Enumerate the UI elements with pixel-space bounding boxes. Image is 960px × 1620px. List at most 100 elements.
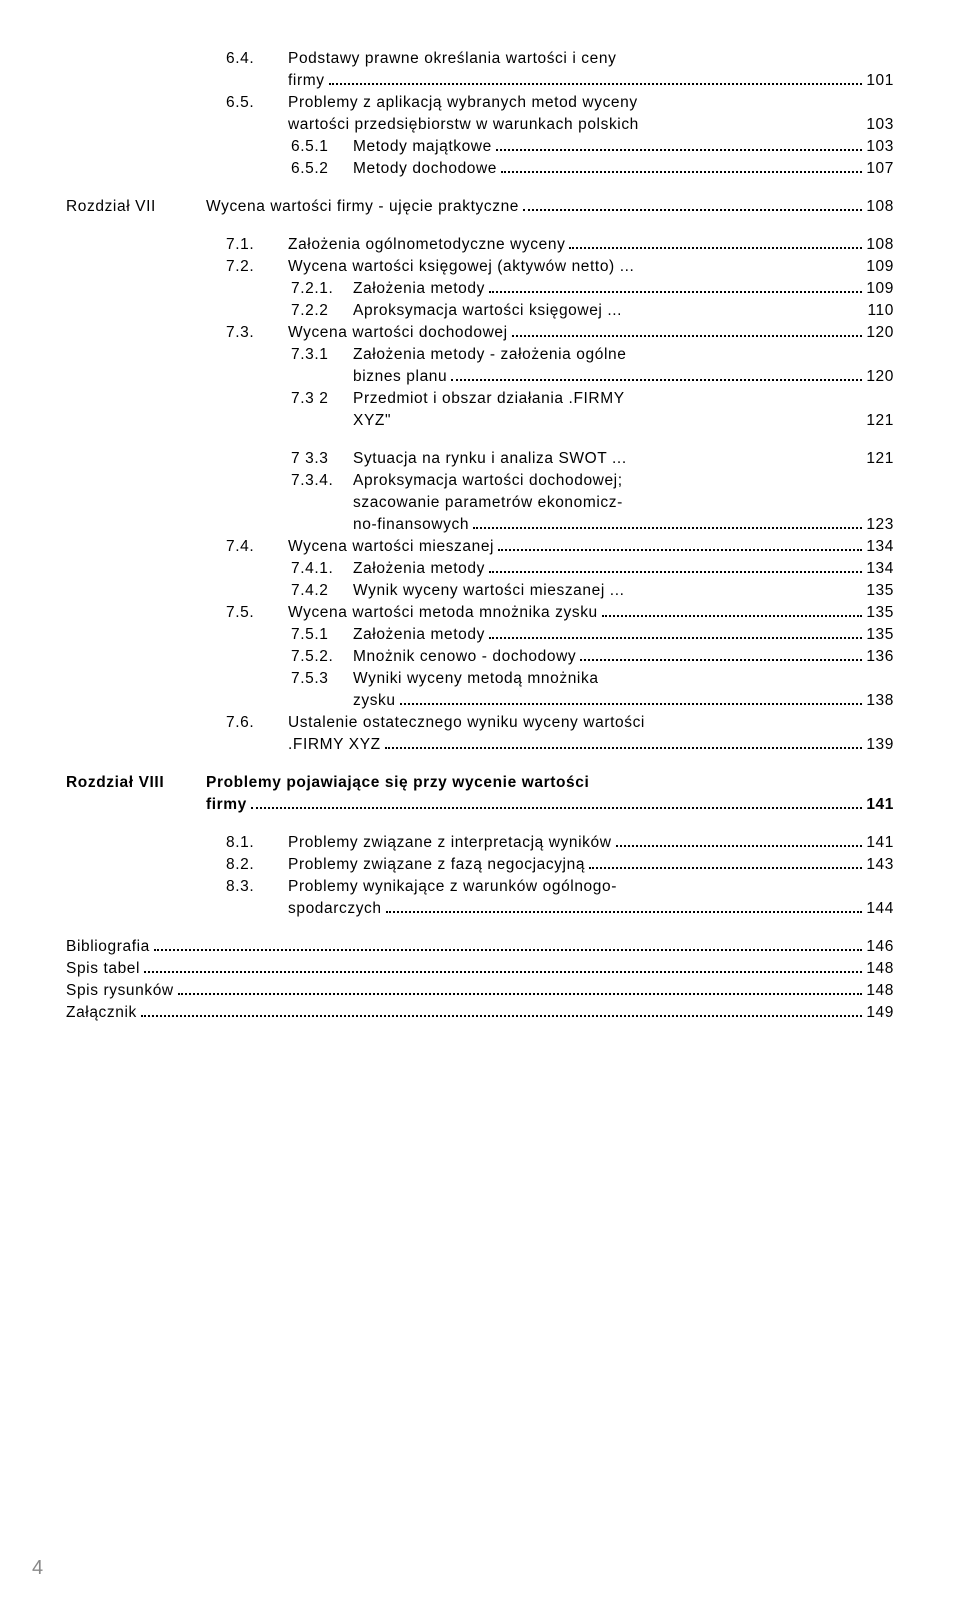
toc-title: Problemy wynikające z warunków ogólnogo- — [288, 878, 617, 896]
toc-line: 7.2.Wycena wartości księgowej (aktywów n… — [66, 258, 894, 276]
toc-title: Podstawy prawne określania wartości i ce… — [288, 50, 616, 68]
toc-page: 135 — [866, 582, 894, 600]
toc-page: 148 — [866, 982, 894, 1000]
toc-title: Załącznik — [66, 1004, 137, 1022]
toc-title: Aproksymacja wartości dochodowej; — [353, 472, 623, 490]
toc-page: 149 — [866, 1004, 894, 1022]
toc-line: 7.5.Wycena wartości metoda mnożnika zysk… — [66, 604, 894, 622]
toc-number: 6.5.1 — [291, 138, 353, 156]
toc-page: 103 — [866, 138, 894, 156]
toc-number: 7.2.1. — [291, 280, 353, 298]
toc-title: Wynik wyceny wartości mieszanej ... — [353, 582, 625, 600]
toc-page: 120 — [866, 368, 894, 386]
toc-number: 6.5.2 — [291, 160, 353, 178]
toc-number: 7.5.3 — [291, 670, 353, 688]
toc-title: Założenia metody - założenia ogólne — [353, 346, 626, 364]
toc-line: 6.5.1Metody majątkowe 103 — [66, 138, 894, 156]
toc-line: Załącznik 149 — [66, 1004, 894, 1022]
toc-title: XYZ" — [353, 412, 391, 430]
toc-title: Spis tabel — [66, 960, 140, 978]
toc-line: 7.4.1.Założenia metody134 — [66, 560, 894, 578]
toc-title: Wyniki wyceny metodą mnożnika — [353, 670, 599, 688]
toc-page: 121 — [866, 450, 894, 468]
toc-line: 7.3.Wycena wartości dochodowej120 — [66, 324, 894, 342]
toc-line: Rozdział VIIIProblemy pojawiające się pr… — [66, 774, 894, 792]
toc-title: firmy — [288, 72, 325, 90]
toc-number: 7.4.2 — [291, 582, 353, 600]
toc-number: Rozdział VII — [66, 198, 206, 216]
toc-title: Założenia metody — [353, 626, 485, 644]
toc-line: firmy 141 — [66, 796, 894, 814]
toc-number: 8.1. — [226, 834, 288, 852]
table-of-contents: 6.4.Podstawy prawne określania wartości … — [66, 50, 894, 1022]
toc-line: no-finansowych 123 — [66, 516, 894, 534]
toc-page: 135 — [866, 626, 894, 644]
toc-title: .FIRMY XYZ — [288, 736, 381, 754]
toc-title: Wycena wartości dochodowej — [288, 324, 508, 342]
toc-page: 121 — [866, 412, 894, 430]
toc-title: Metody majątkowe — [353, 138, 492, 156]
toc-line: 7.3.1Założenia metody - założenia ogólne — [66, 346, 894, 364]
toc-number: 7.6. — [226, 714, 288, 732]
toc-line: 7.4.Wycena wartości mieszanej134 — [66, 538, 894, 556]
toc-line: 7.5.1Założenia metody 135 — [66, 626, 894, 644]
toc-page: 109 — [866, 280, 894, 298]
toc-line: 7.2.1.Założenia metody 109 — [66, 280, 894, 298]
toc-page: 141 — [866, 834, 894, 852]
toc-number: 6.5. — [226, 94, 288, 112]
toc-page: 108 — [866, 198, 894, 216]
toc-line: 8.2.Problemy związane z fazą negocjacyjn… — [66, 856, 894, 874]
toc-line: szacowanie parametrów ekonomicz- — [66, 494, 894, 512]
toc-line: Bibliografia146 — [66, 938, 894, 956]
toc-number: 7.3.4. — [291, 472, 353, 490]
toc-line: 7.3.4.Aproksymacja wartości dochodowej; — [66, 472, 894, 490]
toc-page: 134 — [866, 560, 894, 578]
toc-title: Wycena wartości mieszanej — [288, 538, 494, 556]
toc-number: 7 3.3 — [291, 450, 353, 468]
toc-title: Wycena wartości firmy - ujęcie praktyczn… — [206, 198, 519, 216]
toc-title: firmy — [206, 796, 247, 814]
toc-line: 6.4.Podstawy prawne określania wartości … — [66, 50, 894, 68]
toc-number: 7.4.1. — [291, 560, 353, 578]
toc-line: 7.3 2Przedmiot i obszar działania .FIRMY — [66, 390, 894, 408]
toc-title: Założenia ogólnometodyczne wyceny — [288, 236, 565, 254]
toc-line: 7.5.3Wyniki wyceny metodą mnożnika — [66, 670, 894, 688]
toc-line: 7.6.Ustalenie ostatecznego wyniku wyceny… — [66, 714, 894, 732]
toc-title: Ustalenie ostatecznego wyniku wyceny war… — [288, 714, 645, 732]
toc-title: Metody dochodowe — [353, 160, 497, 178]
toc-page: 120 — [866, 324, 894, 342]
toc-page: 148 — [866, 960, 894, 978]
toc-line: 6.5.Problemy z aplikacją wybranych metod… — [66, 94, 894, 112]
toc-title: Problemy z aplikacją wybranych metod wyc… — [288, 94, 638, 112]
page-number: 4 — [32, 1557, 43, 1580]
toc-number: 7.5.1 — [291, 626, 353, 644]
toc-line: 7.2.2Aproksymacja wartości księgowej ...… — [66, 302, 894, 320]
toc-line: 7 3.3Sytuacja na rynku i analiza SWOT ..… — [66, 450, 894, 468]
toc-number: 7.5.2. — [291, 648, 353, 666]
toc-title: Sytuacja na rynku i analiza SWOT ... — [353, 450, 627, 468]
toc-page: 138 — [866, 692, 894, 710]
toc-page: 141 — [866, 796, 894, 814]
toc-page: 123 — [866, 516, 894, 534]
toc-line: .FIRMY XYZ139 — [66, 736, 894, 754]
toc-line: 7.1.Założenia ogólnometodyczne wyceny108 — [66, 236, 894, 254]
toc-title: Przedmiot i obszar działania .FIRMY — [353, 390, 625, 408]
toc-title: wartości przedsiębiorstw w warunkach pol… — [288, 116, 639, 134]
toc-title: Problemy pojawiające się przy wycenie wa… — [206, 774, 589, 792]
toc-number: Rozdział VIII — [66, 774, 206, 792]
toc-number: 7.2. — [226, 258, 288, 276]
toc-title: szacowanie parametrów ekonomicz- — [353, 494, 623, 512]
toc-title: Mnożnik cenowo - dochodowy — [353, 648, 576, 666]
toc-number: 8.3. — [226, 878, 288, 896]
toc-number: 8.2. — [226, 856, 288, 874]
toc-title: Założenia metody — [353, 280, 485, 298]
toc-title: Wycena wartości metoda mnożnika zysku — [288, 604, 598, 622]
toc-line: wartości przedsiębiorstw w warunkach pol… — [66, 116, 894, 134]
toc-title: Wycena wartości księgowej (aktywów netto… — [288, 258, 634, 276]
toc-number: 6.4. — [226, 50, 288, 68]
toc-title: Aproksymacja wartości księgowej ... — [353, 302, 622, 320]
toc-number: 7.3 2 — [291, 390, 353, 408]
toc-title: zysku — [353, 692, 396, 710]
toc-title: no-finansowych — [353, 516, 469, 534]
toc-title: Problemy związane z fazą negocjacyjną — [288, 856, 585, 874]
